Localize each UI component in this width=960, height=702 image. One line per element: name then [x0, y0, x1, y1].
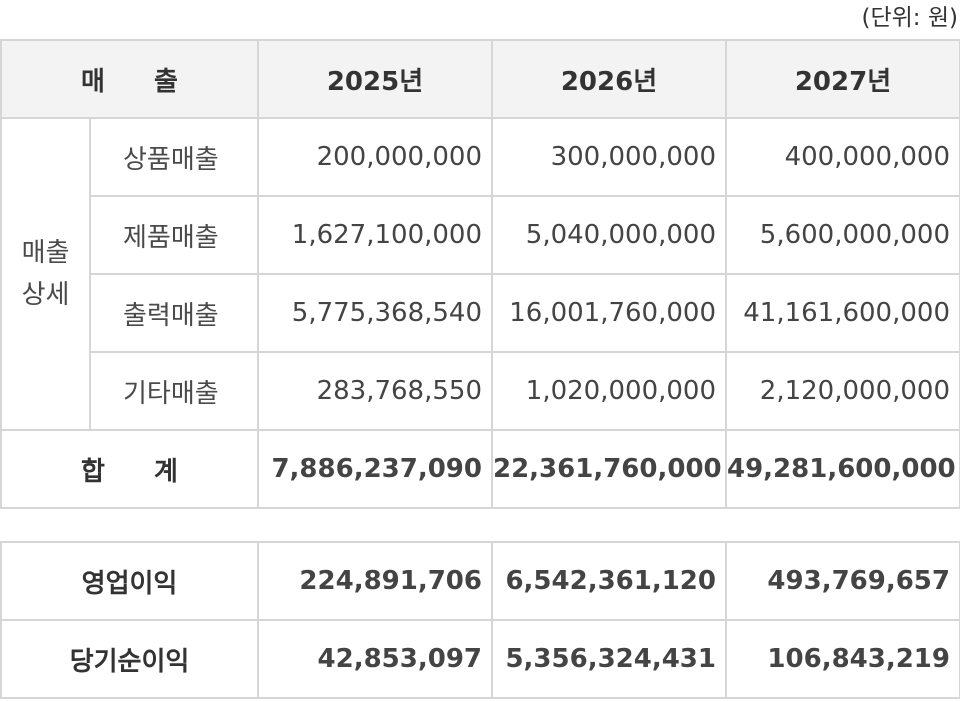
value-cell: 200,000,000: [257, 117, 493, 197]
row-label: 출력매출: [89, 273, 259, 353]
value-cell: 5,600,000,000: [725, 195, 960, 275]
value-cell: 41,161,600,000: [725, 273, 960, 353]
group-label-line1: 매출: [21, 238, 70, 268]
header-row: 매 출 2025년 2026년 2027년: [0, 39, 960, 119]
row-label: 기타매출: [89, 351, 259, 431]
net-income-value: 106,843,219: [725, 619, 960, 699]
net-income-row: 당기순이익 42,853,097 5,356,324,431 106,843,2…: [0, 619, 960, 699]
table-row: 기타매출 283,768,550 1,020,000,000 2,120,000…: [1, 351, 960, 431]
net-income-value: 42,853,097: [257, 619, 493, 699]
group-label-line2: 상세: [21, 280, 70, 310]
value-cell: 300,000,000: [491, 117, 727, 197]
value-cell: 16,001,760,000: [491, 273, 727, 353]
unit-label: (단위: 원): [861, 5, 959, 31]
operating-profit-value: 6,542,361,120: [491, 541, 727, 621]
total-label: 합 계: [0, 429, 259, 509]
operating-profit-value: 493,769,657: [725, 541, 960, 621]
table-row: 출력매출 5,775,368,540 16,001,760,000 41,161…: [1, 273, 960, 353]
header-sales: 매 출: [0, 39, 259, 119]
value-cell: 5,775,368,540: [257, 273, 493, 353]
table-row: 제품매출 1,627,100,000 5,040,000,000 5,600,0…: [1, 195, 960, 275]
header-year-2026: 2026년: [491, 39, 727, 119]
total-value: 22,361,760,000: [491, 429, 727, 509]
row-label: 상품매출: [89, 117, 259, 197]
sales-detail-group-label: 매출 상세: [0, 117, 91, 431]
sales-table: 매 출 2025년 2026년 2027년 매출 상세 상품매출 200,000…: [0, 39, 960, 509]
value-cell: 1,020,000,000: [491, 351, 727, 431]
value-cell: 400,000,000: [725, 117, 960, 197]
value-cell: 2,120,000,000: [725, 351, 960, 431]
net-income-label: 당기순이익: [0, 619, 259, 699]
header-year-2027: 2027년: [725, 39, 960, 119]
operating-profit-row: 영업이익 224,891,706 6,542,361,120 493,769,6…: [0, 541, 960, 621]
value-cell: 5,040,000,000: [491, 195, 727, 275]
total-value: 7,886,237,090: [257, 429, 493, 509]
operating-profit-value: 224,891,706: [257, 541, 493, 621]
operating-profit-label: 영업이익: [0, 541, 259, 621]
value-cell: 1,627,100,000: [257, 195, 493, 275]
total-row: 합 계 7,886,237,090 22,361,760,000 49,281,…: [0, 429, 960, 509]
net-income-value: 5,356,324,431: [491, 619, 727, 699]
row-label: 제품매출: [89, 195, 259, 275]
profit-table: 영업이익 224,891,706 6,542,361,120 493,769,6…: [0, 541, 960, 699]
value-cell: 283,768,550: [257, 351, 493, 431]
header-year-2025: 2025년: [257, 39, 493, 119]
total-value: 49,281,600,000: [725, 429, 960, 509]
table-row: 매출 상세 상품매출 200,000,000 300,000,000 400,0…: [0, 117, 960, 431]
